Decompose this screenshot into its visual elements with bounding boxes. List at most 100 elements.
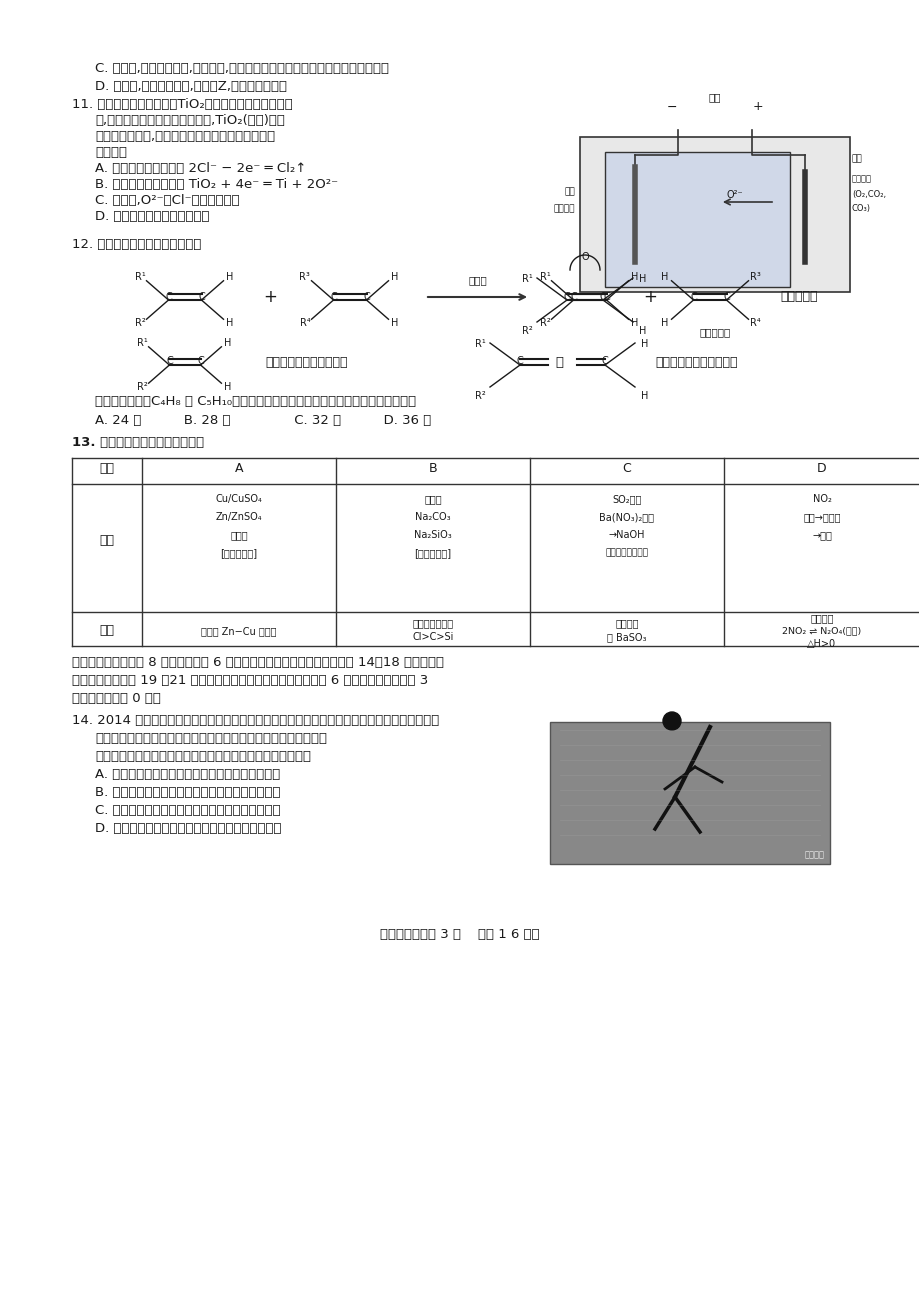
Text: 电源: 电源 [708, 92, 720, 102]
Text: 能证明非金属性: 能证明非金属性 [412, 618, 453, 628]
Text: 白色沉淀: 白色沉淀 [615, 618, 638, 628]
Text: H: H [391, 318, 398, 328]
Text: H: H [639, 273, 646, 284]
Text: 14. 2014 年索契冬奥会短道速滑赛场上，选手在弯道处摔倒屡见不鲜，摔倒的原因之一是没有控: 14. 2014 年索契冬奥会短道速滑赛场上，选手在弯道处摔倒屡见不鲜，摔倒的原… [72, 713, 438, 727]
Text: 烃。则分子式为C₄H₈ 和 C₅H₁₀的混合烯烃发生该类反应，则新生成的有机物最多有: 烃。则分子式为C₄H₈ 和 C₅H₁₀的混合烯烃发生该类反应，则新生成的有机物最… [95, 395, 415, 408]
Text: −: − [666, 100, 676, 113]
Text: H: H [661, 318, 668, 328]
Text: +: + [642, 288, 656, 306]
Text: A. 转弯半径一定，速度越大要求身体倾斜程度越大: A. 转弯半径一定，速度越大要求身体倾斜程度越大 [95, 768, 280, 781]
Text: △H>0: △H>0 [807, 639, 835, 648]
Text: R²: R² [137, 381, 148, 392]
Text: O: O [581, 253, 588, 262]
Text: R²: R² [521, 326, 532, 336]
Text: 通气产生白色沉淀: 通气产生白色沉淀 [605, 548, 648, 557]
Text: +: + [752, 100, 763, 113]
Text: 实验: 实验 [99, 534, 114, 547]
Text: 选项: 选项 [99, 462, 114, 475]
Text: H: H [226, 272, 233, 283]
Text: R⁴: R⁴ [300, 318, 310, 328]
Text: [锥形瓶装置]: [锥形瓶装置] [414, 548, 451, 559]
Text: C: C [599, 292, 606, 302]
Text: O²⁻: O²⁻ [726, 190, 743, 201]
Text: 能组成 Zn−Cu 原电池: 能组成 Zn−Cu 原电池 [201, 626, 277, 635]
Text: 分，有选错的得 0 分。: 分，有选错的得 0 分。 [72, 691, 161, 704]
Text: 13. 下列实验对应的结论正确的是: 13. 下列实验对应的结论正确的是 [72, 436, 204, 449]
Text: 2NO₂ ⇌ N₂O₄(无色): 2NO₂ ⇌ N₂O₄(无色) [781, 626, 861, 635]
Text: R³: R³ [749, 272, 760, 283]
Text: 12. 烯烃复分解反应可示意如下：: 12. 烯烃复分解反应可示意如下： [72, 238, 201, 251]
Text: C. 平衡时,其它条件不变,升高温度,正反应速率增大程度比逆反应速率增大程度小: C. 平衡时,其它条件不变,升高温度,正反应速率增大程度比逆反应速率增大程度小 [95, 62, 389, 76]
Text: Cu/CuSO₄: Cu/CuSO₄ [215, 493, 262, 504]
Text: A. 24 种          B. 28 种               C. 32 种          D. 36 种: A. 24 种 B. 28 种 C. 32 种 D. 36 种 [95, 414, 431, 427]
Text: 结论: 结论 [99, 624, 114, 637]
Text: 催化剂: 催化剂 [468, 275, 486, 285]
Text: C: C [197, 357, 204, 366]
Text: C: C [363, 292, 369, 302]
Text: C: C [722, 292, 729, 302]
Text: H: H [641, 339, 648, 349]
Text: →NaOH: →NaOH [608, 530, 644, 540]
Text: H: H [639, 326, 646, 336]
Text: CO₃): CO₃) [851, 204, 870, 214]
Text: 说明反应: 说明反应 [810, 613, 833, 622]
Text: 速度滑冰: 速度滑冰 [804, 850, 824, 859]
Text: 弯道处的照片，选手为避免在弯道处摔倒，以下分析合理的是: 弯道处的照片，选手为避免在弯道处摔倒，以下分析合理的是 [95, 750, 311, 763]
Text: 。其实质是: 。其实质是 [779, 290, 817, 303]
Text: →净水: →净水 [811, 530, 831, 540]
Text: R²: R² [474, 391, 485, 401]
Circle shape [663, 712, 680, 730]
Text: C: C [165, 292, 172, 302]
Text: 符合题目要求，第 19 ～21 题有多项符合题目要求。全部选对的得 6 分，选对但不全的得 3: 符合题目要求，第 19 ～21 题有多项符合题目要求。全部选对的得 6 分，选对… [72, 674, 427, 687]
Text: R¹: R¹ [137, 339, 148, 348]
Text: NO₂: NO₂ [811, 493, 831, 504]
Text: Na₂CO₃: Na₂CO₃ [414, 512, 450, 522]
Text: R³: R³ [300, 272, 310, 283]
Text: R¹: R¹ [521, 273, 532, 284]
Text: 、: 、 [554, 355, 562, 368]
Text: 等）。卡宾再结合生成烯: 等）。卡宾再结合生成烯 [654, 355, 737, 368]
Text: SO₂气体: SO₂气体 [612, 493, 641, 504]
Text: Cl>C>Si: Cl>C>Si [412, 631, 453, 642]
Text: R¹: R¹ [539, 272, 550, 283]
Bar [640, 82, 789, 130]
Text: 氧解离进入熔盐,阴极最后只剩下纯钛。下列说法中: 氧解离进入熔盐,阴极最后只剩下纯钛。下列说法中 [95, 130, 275, 143]
Text: H: H [630, 318, 638, 328]
Text: C: C [563, 292, 570, 302]
Text: 高纯: 高纯 [563, 187, 574, 197]
Text: D. 平衡时,其它条件不变,分离出Z,正反应速率加快: D. 平衡时,其它条件不变,分离出Z,正反应速率加快 [95, 79, 287, 92]
Text: C: C [689, 292, 696, 302]
Text: 产生气泡: 产生气泡 [851, 174, 871, 184]
Text: D: D [816, 462, 826, 475]
Text: C: C [198, 292, 205, 302]
Bar [579, 137, 849, 292]
Text: H: H [661, 272, 668, 283]
Text: R¹: R¹ [474, 339, 485, 349]
Text: C. 通电后,O²⁻、Cl⁻均向阴极移动: C. 通电后,O²⁻、Cl⁻均向阴极移动 [95, 194, 239, 207]
Text: R²: R² [539, 318, 550, 328]
Text: A: A [234, 462, 243, 475]
Text: 发生断裂生成卡宾（如：: 发生断裂生成卡宾（如： [265, 355, 347, 368]
Text: R¹: R¹ [134, 272, 145, 283]
Bar [605, 152, 789, 286]
Text: R²: R² [134, 318, 145, 328]
Text: H: H [641, 391, 648, 401]
Text: Ba(NO₃)₂溶液: Ba(NO₃)₂溶液 [599, 512, 653, 522]
Text: Na₂SiO₃: Na₂SiO₃ [414, 530, 451, 540]
Text: 二氧化钛: 二氧化钛 [553, 204, 574, 214]
Text: H: H [226, 318, 233, 328]
Text: 熔融氯化钙: 熔融氯化钙 [698, 327, 730, 337]
Text: 碳酸水: 碳酸水 [424, 493, 441, 504]
Text: C: C [330, 292, 336, 302]
Text: H: H [630, 272, 638, 283]
Text: 为 BaSO₃: 为 BaSO₃ [607, 631, 646, 642]
Text: C: C [516, 357, 523, 366]
Text: C. 速度一定，转弯半径越大要求身体倾斜程度越大: C. 速度一定，转弯半径越大要求身体倾斜程度越大 [95, 805, 280, 816]
Text: 制好身体倾斜度、速度、转弯半径之间的关系。如图为选手滑行于: 制好身体倾斜度、速度、转弯半径之间的关系。如图为选手滑行于 [95, 732, 326, 745]
Text: D. 石墨电极的质量不发生变化: D. 石墨电极的质量不发生变化 [95, 210, 210, 223]
Text: 品红→苏打水: 品红→苏打水 [802, 512, 840, 522]
Text: R⁴: R⁴ [749, 318, 760, 328]
Text: [原电池装置]: [原电池装置] [221, 548, 257, 559]
Text: 理科综合试题第 3 页    （共 1 6 页）: 理科综合试题第 3 页 （共 1 6 页） [380, 928, 539, 941]
Text: A. 阳极的电极反应式为 2Cl⁻ − 2e⁻ ═ Cl₂↑: A. 阳极的电极反应式为 2Cl⁻ − 2e⁻ ═ Cl₂↑ [95, 161, 306, 174]
